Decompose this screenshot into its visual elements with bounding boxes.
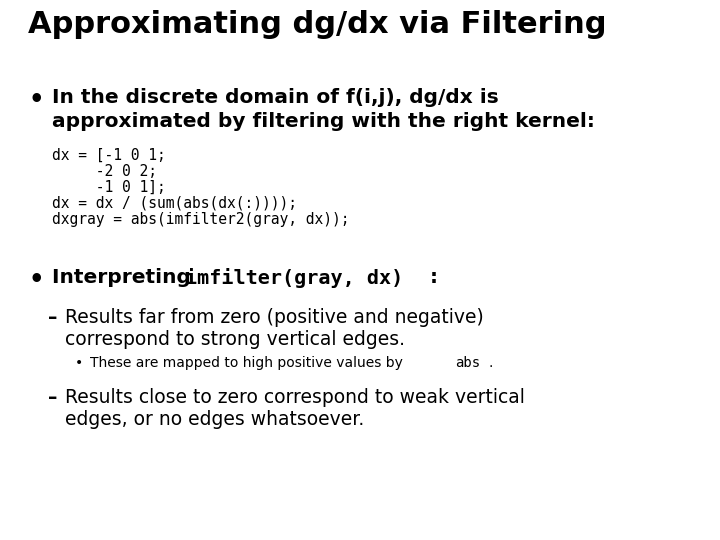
- Text: •: •: [28, 268, 43, 292]
- Text: –: –: [48, 308, 58, 327]
- Text: dxgray = abs(imfilter2(gray, dx));: dxgray = abs(imfilter2(gray, dx));: [52, 212, 349, 227]
- Text: •: •: [75, 356, 84, 370]
- Text: .: .: [488, 356, 492, 370]
- Text: approximated by filtering with the right kernel:: approximated by filtering with the right…: [52, 112, 595, 131]
- Text: These are mapped to high positive values by: These are mapped to high positive values…: [90, 356, 408, 370]
- Text: dx = dx / (sum(abs(dx(:))));: dx = dx / (sum(abs(dx(:))));: [52, 196, 297, 211]
- Text: In the discrete domain of f(i,j), dg/dx is: In the discrete domain of f(i,j), dg/dx …: [52, 88, 499, 107]
- Text: Interpreting: Interpreting: [52, 268, 198, 287]
- Text: Results close to zero correspond to weak vertical: Results close to zero correspond to weak…: [65, 388, 525, 407]
- Text: –: –: [48, 388, 58, 407]
- Text: •: •: [28, 88, 43, 112]
- Text: -1 0 1];: -1 0 1];: [52, 180, 166, 195]
- Text: Results far from zero (positive and negative): Results far from zero (positive and nega…: [65, 308, 484, 327]
- Text: edges, or no edges whatsoever.: edges, or no edges whatsoever.: [65, 410, 364, 429]
- Text: :: :: [430, 268, 438, 287]
- Text: Approximating dg/dx via Filtering: Approximating dg/dx via Filtering: [28, 10, 606, 39]
- Text: dx = [-1 0 1;: dx = [-1 0 1;: [52, 148, 166, 163]
- Text: -2 0 2;: -2 0 2;: [52, 164, 157, 179]
- Text: abs: abs: [455, 356, 480, 370]
- Text: correspond to strong vertical edges.: correspond to strong vertical edges.: [65, 330, 405, 349]
- Text: imfilter(gray, dx): imfilter(gray, dx): [185, 268, 403, 288]
